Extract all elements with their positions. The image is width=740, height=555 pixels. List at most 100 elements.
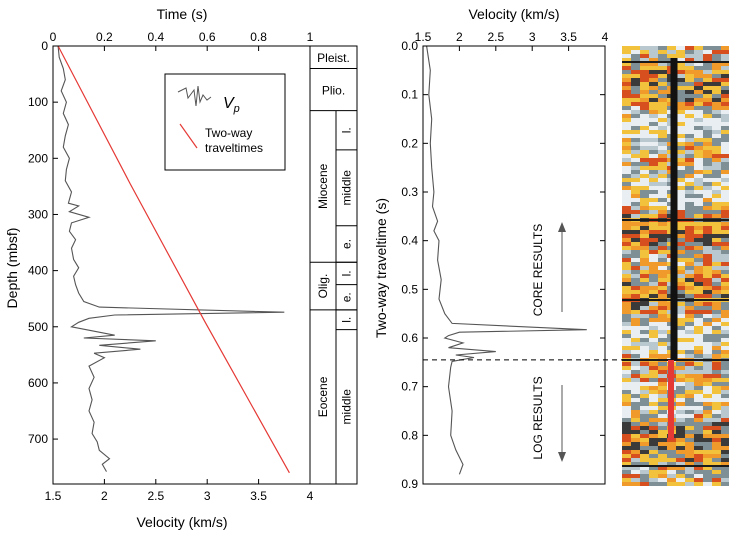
seismic-cell bbox=[712, 126, 721, 130]
seismic-cell bbox=[712, 350, 721, 354]
seismic-cell bbox=[703, 134, 712, 138]
seismic-cell bbox=[721, 198, 729, 202]
seismic-cell bbox=[649, 194, 658, 198]
seismic-cell bbox=[703, 446, 712, 450]
seismic-cell bbox=[676, 262, 685, 266]
seismic-cell bbox=[676, 466, 685, 470]
seismic-cell bbox=[685, 230, 694, 234]
seismic-cell bbox=[685, 258, 694, 262]
seismic-cell bbox=[658, 334, 667, 338]
seismic-cell bbox=[721, 230, 729, 234]
seismic-cell bbox=[631, 170, 640, 174]
seismic-cell bbox=[631, 378, 640, 382]
seismic-cell bbox=[712, 374, 721, 378]
seismic-cell bbox=[694, 350, 703, 354]
seismic-cell bbox=[649, 438, 658, 442]
seismic-cell bbox=[703, 382, 712, 386]
seismic-cell bbox=[649, 166, 658, 170]
seismic-cell bbox=[667, 474, 676, 478]
seismic-cell bbox=[721, 82, 729, 86]
seismic-cell bbox=[685, 326, 694, 330]
seismic-cell bbox=[640, 190, 649, 194]
seismic-cell bbox=[694, 66, 703, 70]
seismic-cell bbox=[649, 350, 658, 354]
seismic-cell bbox=[649, 378, 658, 382]
seismic-cell bbox=[703, 106, 712, 110]
left-y-tick-label: 500 bbox=[28, 320, 48, 334]
seismic-cell bbox=[676, 330, 685, 334]
seismic-cell bbox=[622, 434, 631, 438]
seismic-cell bbox=[694, 58, 703, 62]
seismic-cell bbox=[694, 478, 703, 482]
seismic-cell bbox=[631, 46, 640, 50]
seismic-cell bbox=[694, 410, 703, 414]
seismic-cell bbox=[703, 326, 712, 330]
seismic-cell bbox=[631, 282, 640, 286]
seismic-cell bbox=[685, 50, 694, 54]
seismic-cell bbox=[721, 310, 729, 314]
seismic-cell bbox=[694, 414, 703, 418]
seismic-cell bbox=[649, 222, 658, 226]
seismic-cell bbox=[694, 438, 703, 442]
seismic-cell bbox=[658, 402, 667, 406]
seismic-cell bbox=[658, 242, 667, 246]
seismic-cell bbox=[649, 238, 658, 242]
seismic-cell bbox=[649, 366, 658, 370]
seismic-cell bbox=[694, 138, 703, 142]
seismic-cell bbox=[622, 482, 631, 486]
seismic-cell bbox=[631, 254, 640, 258]
seismic-cell bbox=[631, 470, 640, 474]
seismic-cell bbox=[676, 474, 685, 478]
seismic-cell bbox=[676, 130, 685, 134]
seismic-cell bbox=[694, 198, 703, 202]
seismic-cell bbox=[649, 182, 658, 186]
seismic-cell bbox=[640, 346, 649, 350]
seismic-cell bbox=[658, 362, 667, 366]
left-top-axis-label: Time (s) bbox=[157, 6, 208, 22]
seismic-cell bbox=[703, 122, 712, 126]
seismic-cell bbox=[649, 414, 658, 418]
seismic-cell bbox=[676, 102, 685, 106]
seismic-cell bbox=[631, 210, 640, 214]
seismic-cell bbox=[685, 262, 694, 266]
seismic-cell bbox=[685, 386, 694, 390]
seismic-cell bbox=[649, 314, 658, 318]
seismic-cell bbox=[649, 170, 658, 174]
seismic-cell bbox=[640, 50, 649, 54]
seismic-cell bbox=[622, 290, 631, 294]
seismic-cell bbox=[631, 274, 640, 278]
seismic-cell bbox=[622, 446, 631, 450]
seismic-cell bbox=[712, 138, 721, 142]
left-panel: Time (s) 0 0.2 0.4 0.6 0.8 1 1.5 2 2.5 3 3.5 4 0 10… bbox=[4, 6, 358, 530]
seismic-cell bbox=[640, 466, 649, 470]
seismic-cell bbox=[649, 46, 658, 50]
seismic-cell bbox=[694, 190, 703, 194]
seismic-cell bbox=[631, 222, 640, 226]
seismic-cell bbox=[631, 330, 640, 334]
seismic-cell bbox=[703, 346, 712, 350]
seismic-cell bbox=[631, 94, 640, 98]
seismic-cell bbox=[640, 78, 649, 82]
seismic-cell bbox=[640, 450, 649, 454]
seismic-cell bbox=[658, 454, 667, 458]
seismic-cell bbox=[631, 122, 640, 126]
seismic-cell bbox=[694, 130, 703, 134]
seismic-cell bbox=[712, 406, 721, 410]
seismic-cell bbox=[712, 290, 721, 294]
seismic-cell bbox=[685, 74, 694, 78]
seismic-cell bbox=[622, 458, 631, 462]
seismic-cell bbox=[640, 350, 649, 354]
seismic-cell bbox=[649, 418, 658, 422]
seismic-cell bbox=[685, 158, 694, 162]
seismic-cell bbox=[676, 334, 685, 338]
seismic-cell bbox=[631, 146, 640, 150]
seismic-cell bbox=[667, 450, 676, 454]
seismic-cell bbox=[712, 266, 721, 270]
seismic-cell bbox=[694, 54, 703, 58]
right-y-tick-label: 0.9 bbox=[401, 477, 418, 491]
seismic-cell bbox=[622, 154, 631, 158]
right-panel: Velocity (km/s) 1.5 2 2.5 3 3.5 4 0.00.10.20.… bbox=[373, 6, 623, 491]
seismic-cell bbox=[694, 234, 703, 238]
seismic-cell bbox=[685, 406, 694, 410]
seismic-cell bbox=[640, 66, 649, 70]
